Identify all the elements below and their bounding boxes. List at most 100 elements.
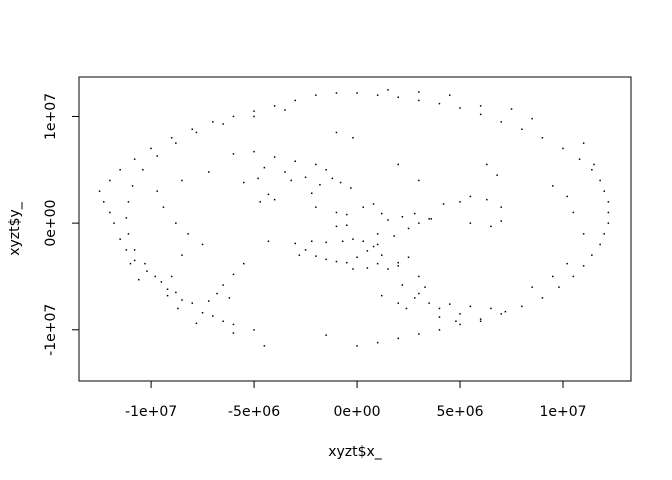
data-point [418,180,420,182]
data-point [443,203,445,205]
data-point [608,201,610,203]
data-point [373,203,375,205]
data-point [233,332,235,334]
data-point [398,302,400,304]
data-point [406,308,408,310]
x-tick-label: 0e+00 [334,404,381,420]
data-point [196,323,198,325]
data-point [119,238,121,240]
data-point [496,174,498,176]
data-point [163,206,165,208]
data-point [325,259,327,261]
data-point [208,300,210,302]
data-point [604,233,606,235]
data-point [591,254,593,256]
data-point [583,265,585,267]
data-point [305,177,307,179]
data-point [340,182,342,184]
data-point [363,206,365,208]
data-point [216,293,218,295]
data-point [134,260,136,262]
data-point [367,250,369,252]
data-point [608,222,610,224]
data-point [181,180,183,182]
data-point [212,121,214,123]
data-point [315,164,317,166]
data-point [202,244,204,246]
data-point [591,169,593,171]
data-point [315,94,317,96]
data-point [260,201,262,203]
data-point [290,180,292,182]
data-point [175,292,177,294]
data-point [418,293,420,295]
data-point [319,184,321,186]
data-point [336,212,338,214]
data-point [311,193,313,195]
data-point [511,108,513,110]
data-point [142,169,144,171]
data-point [431,218,433,220]
data-point [315,255,317,257]
data-point [336,92,338,94]
data-point [356,92,358,94]
data-point [398,97,400,99]
data-point [402,284,404,286]
data-point [387,268,389,270]
data-point [157,190,159,192]
data-point [315,206,317,208]
data-point [470,306,472,308]
data-point [346,225,348,227]
data-point [103,201,105,203]
data-point [268,194,270,196]
data-point [459,324,461,326]
data-point [414,297,416,299]
x-axis-title: xyzt$x_ [328,444,383,460]
data-point [459,107,461,109]
data-point [325,242,327,244]
data-point [175,222,177,224]
data-point [299,254,301,256]
data-point [212,315,214,317]
data-point [325,169,327,171]
data-point [295,243,297,245]
data-point [352,268,354,270]
data-point [257,178,259,180]
data-point [171,137,173,139]
data-point [336,132,338,134]
y-axis-title: xyzt$y_ [7,201,23,256]
x-tick-label: 5e+06 [437,404,484,420]
data-point [480,105,482,107]
data-point [449,303,451,305]
data-point [157,155,159,157]
data-point [150,148,152,150]
data-point [449,94,451,96]
data-point [418,100,420,102]
data-point [352,137,354,139]
data-point [113,222,115,224]
data-point [181,299,183,301]
data-point [599,180,601,182]
data-point [418,333,420,335]
x-tick-label: -5e+06 [228,404,280,420]
data-point [146,270,148,272]
data-point [253,110,255,112]
data-point [222,321,224,323]
data-point [599,244,601,246]
data-point [521,306,523,308]
data-point [531,118,533,120]
data-point [356,257,358,259]
data-point [381,213,383,215]
data-point [171,276,173,278]
data-point [233,116,235,118]
data-point [558,286,560,288]
data-point [501,206,503,208]
data-point [542,137,544,139]
data-point [202,312,204,314]
data-point [342,241,344,243]
data-point [187,233,189,235]
data-point [377,342,379,344]
data-point [459,201,461,203]
x-tick-label: -1e+07 [125,404,177,420]
data-point [455,321,457,323]
